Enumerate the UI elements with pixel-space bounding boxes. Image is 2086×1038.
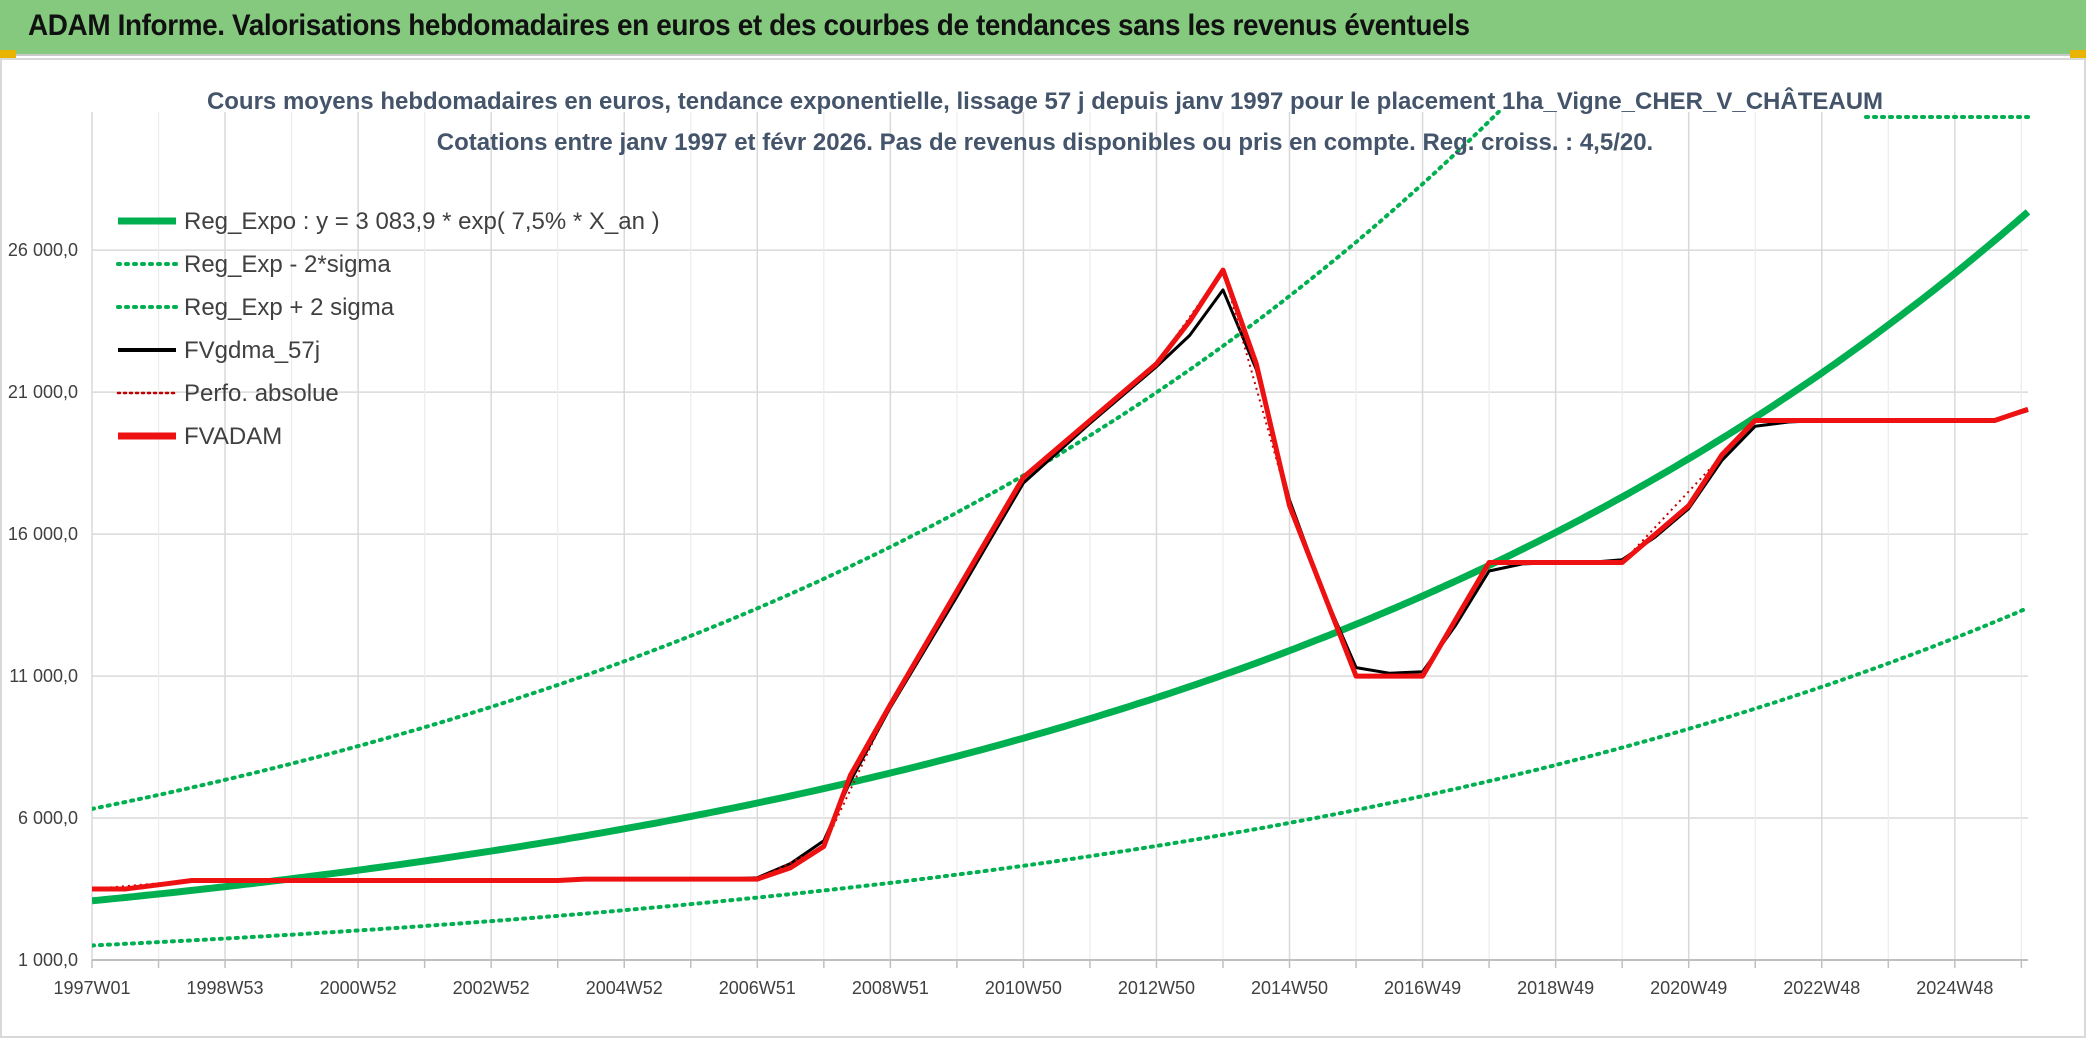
x-tick-label: 2006W51 bbox=[719, 978, 796, 998]
series-reg-expo bbox=[92, 209, 2030, 905]
y-tick-label: 16 000,0 bbox=[8, 524, 78, 544]
series-perfo-absolue bbox=[92, 269, 2029, 890]
y-tick-label: 1 000,0 bbox=[18, 950, 78, 970]
series-reg-exp-plus-2sigma bbox=[92, 110, 1504, 811]
x-axis: 1997W01 1998W53 2000W52 2002W52 2004W52 2006W… bbox=[53, 959, 2028, 998]
x-tick-label: 2020W49 bbox=[1650, 978, 1727, 998]
y-tick-label: 21 000,0 bbox=[8, 382, 78, 402]
corner-marker-right bbox=[2070, 50, 2086, 58]
y-tick-label: 6 000,0 bbox=[18, 808, 78, 828]
y-tick-label: 11 000,0 bbox=[9, 666, 78, 686]
legend-label: Reg_Exp + 2 sigma bbox=[184, 294, 395, 321]
report-title: ADAM Informe. Valorisations hebdomadaire… bbox=[28, 9, 1470, 42]
series-fvgdma-57j bbox=[92, 288, 2029, 891]
title-banner: ADAM Informe. Valorisations hebdomadaire… bbox=[0, 0, 2086, 56]
x-tick-label: 1998W53 bbox=[187, 978, 264, 998]
chart-area bbox=[0, 58, 2086, 1038]
x-tick-label: 2024W48 bbox=[1916, 978, 1993, 998]
series-layer bbox=[92, 110, 2030, 948]
legend-label: FVADAM bbox=[184, 423, 282, 450]
x-tick-label: 2004W52 bbox=[586, 978, 663, 998]
x-tick-label: 2022W48 bbox=[1783, 978, 1860, 998]
x-tick-label: 2010W50 bbox=[985, 978, 1062, 998]
legend-label: Perfo. absolue bbox=[184, 380, 339, 407]
corner-marker-left bbox=[0, 50, 16, 58]
x-tick-label: 2012W50 bbox=[1118, 978, 1195, 998]
legend-label: Reg_Exp - 2*sigma bbox=[184, 251, 391, 278]
grid bbox=[91, 112, 2028, 961]
legend: Reg_Expo : y = 3 083,9 * exp( 7,5% * X_a… bbox=[116, 208, 660, 450]
chart-title-line1: Cours moyens hebdomadaires en euros, ten… bbox=[207, 87, 1883, 115]
series-fvadam bbox=[92, 267, 2029, 892]
series-reg-exp-minus-2sigma bbox=[92, 605, 2030, 948]
y-axis: 1 000,0 6 000,0 11 000,0 16 000,0 21 000,0 26… bbox=[8, 240, 78, 970]
y-tick-label: 26 000,0 bbox=[8, 240, 78, 260]
legend-label: FVgdma_57j bbox=[184, 337, 320, 364]
x-tick-label: 2000W52 bbox=[320, 978, 397, 998]
x-tick-label: 2016W49 bbox=[1384, 978, 1461, 998]
x-tick-label: 2018W49 bbox=[1517, 978, 1594, 998]
x-tick-label: 2014W50 bbox=[1251, 978, 1328, 998]
legend-label: Reg_Expo : y = 3 083,9 * exp( 7,5% * X_a… bbox=[184, 208, 660, 235]
x-tick-label: 1997W01 bbox=[53, 978, 130, 998]
x-tick-label: 2002W52 bbox=[453, 978, 530, 998]
x-tick-label: 2008W51 bbox=[852, 978, 929, 998]
chart-title-line2: Cotations entre janv 1997 et févr 2026. … bbox=[437, 129, 1653, 156]
